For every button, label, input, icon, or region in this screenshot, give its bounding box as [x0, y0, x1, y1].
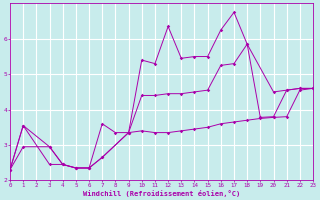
X-axis label: Windchill (Refroidissement éolien,°C): Windchill (Refroidissement éolien,°C) — [83, 190, 240, 197]
